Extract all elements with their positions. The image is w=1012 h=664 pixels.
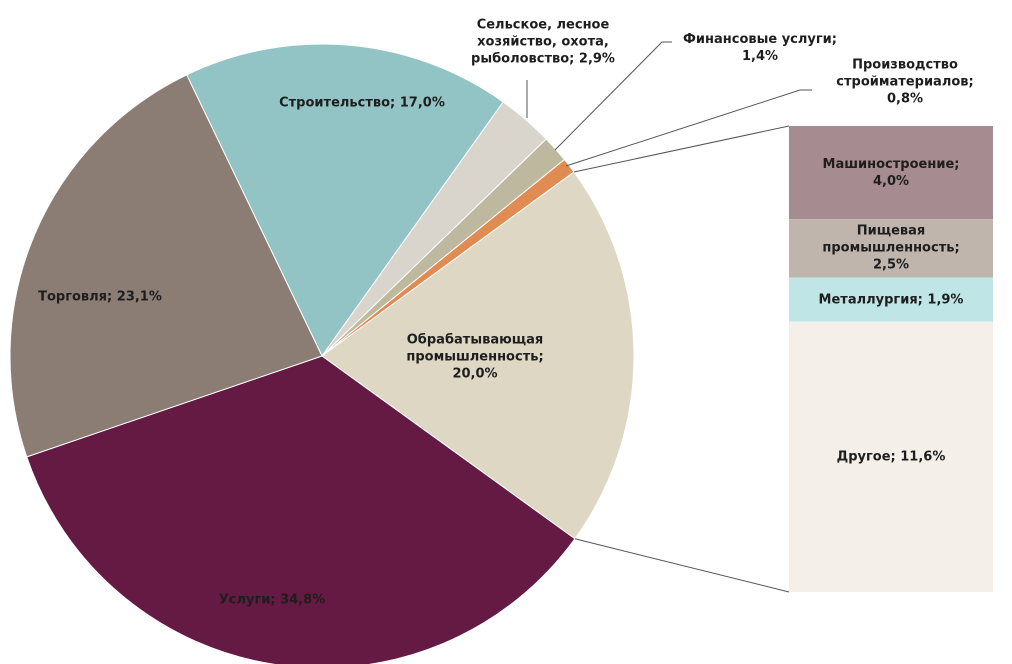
label-value: 2,9% xyxy=(578,51,615,67)
data-label: Обрабатывающая промышленность; 20,0% xyxy=(390,332,560,383)
label-name: Сельское, лесное хозяйство, охота, рыбол… xyxy=(471,17,610,67)
label-value: 1,4% xyxy=(741,49,779,64)
leader-line xyxy=(565,89,812,167)
label-value: 11,6% xyxy=(900,449,946,465)
label-value: 2,5% xyxy=(872,257,910,273)
label-value: 4,0% xyxy=(872,173,910,189)
label-name: Обрабатывающая промышленность xyxy=(406,332,544,365)
label-separator: ; xyxy=(538,349,544,365)
bar-segment xyxy=(789,126,993,220)
label-name: Финансовые услуги xyxy=(683,32,832,47)
data-label: Пищевая промышленность; 2,5% xyxy=(816,223,966,274)
label-value: 34,8% xyxy=(280,592,326,608)
label-separator: ; xyxy=(890,449,901,465)
label-separator: ; xyxy=(917,292,928,308)
label-separator: ; xyxy=(569,51,579,67)
connector-line xyxy=(574,538,790,593)
label-value: 0,8% xyxy=(886,91,924,107)
pie-slice xyxy=(26,355,576,664)
data-label: Услуги; 34,8% xyxy=(172,592,372,609)
label-value: 23,1% xyxy=(116,289,162,305)
bar-segment xyxy=(789,277,993,322)
label-name: Производство стройматериалов xyxy=(836,57,969,90)
label-value: 1,9% xyxy=(927,292,964,308)
data-label: Финансовые услуги; 1,4% xyxy=(675,31,845,65)
data-label: Строительство; 17,0% xyxy=(237,95,487,112)
label-separator: ; xyxy=(968,74,974,90)
data-label: Производство стройматериалов; 0,8% xyxy=(825,57,985,108)
label-name: Услуги xyxy=(218,592,271,608)
data-label: Торговля; 23,1% xyxy=(0,289,200,306)
data-label: Другое; 11,6% xyxy=(791,448,991,465)
label-separator: ; xyxy=(107,289,117,305)
pie-slice xyxy=(321,171,635,540)
data-label: Машиностроение; 4,0% xyxy=(816,156,966,190)
label-name: Другое xyxy=(836,449,891,465)
leader-line xyxy=(554,41,672,151)
connector-line xyxy=(573,125,790,173)
label-name: Машиностроение xyxy=(822,156,955,172)
label-name: Металлургия xyxy=(818,292,918,308)
pie-slice xyxy=(9,74,323,458)
label-separator: ; xyxy=(954,240,960,256)
data-label: Сельское, лесное хозяйство, охота, рыбол… xyxy=(461,17,626,68)
label-name: Пищевая промышленность xyxy=(822,223,955,256)
label-separator: ; xyxy=(831,32,837,47)
label-separator: ; xyxy=(954,156,960,172)
label-value: 20,0% xyxy=(452,366,498,382)
label-separator: ; xyxy=(270,592,281,608)
label-separator: ; xyxy=(390,95,400,111)
data-label: Металлургия; 1,9% xyxy=(791,291,991,308)
label-name: Строительство xyxy=(279,95,391,111)
pie-slice xyxy=(186,43,504,357)
bar-segment xyxy=(789,219,993,278)
bar-segment xyxy=(789,321,993,592)
label-value: 17,0% xyxy=(399,95,445,111)
label-name: Торговля xyxy=(38,289,108,305)
